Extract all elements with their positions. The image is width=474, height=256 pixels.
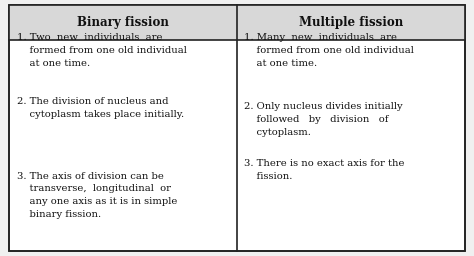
Text: Multiple fission: Multiple fission <box>299 16 403 29</box>
Text: Binary fission: Binary fission <box>77 16 169 29</box>
Bar <box>9 5 237 40</box>
Text: 1. Many  new  individuals  are
    formed from one old individual
    at one tim: 1. Many new individuals are formed from … <box>244 33 414 68</box>
Text: 3. There is no exact axis for the
    fission.: 3. There is no exact axis for the fissio… <box>244 159 405 180</box>
Text: 1. Two  new  individuals  are
    formed from one old individual
    at one time: 1. Two new individuals are formed from o… <box>17 33 186 68</box>
Bar <box>237 5 465 40</box>
Text: 3. The axis of division can be
    transverse,  longitudinal  or
    any one axi: 3. The axis of division can be transvers… <box>17 172 177 219</box>
Text: 2. Only nucleus divides initially
    followed   by   division   of
    cytoplas: 2. Only nucleus divides initially follow… <box>244 102 403 137</box>
Text: 2. The division of nucleus and
    cytoplasm takes place initially.: 2. The division of nucleus and cytoplasm… <box>17 97 184 119</box>
